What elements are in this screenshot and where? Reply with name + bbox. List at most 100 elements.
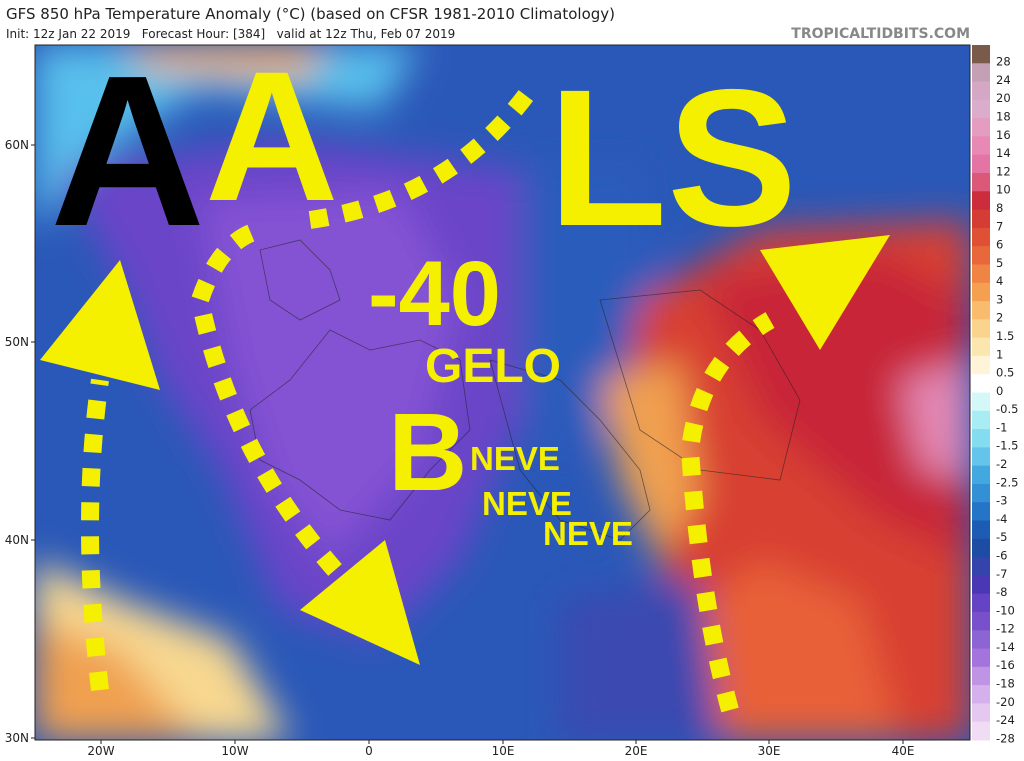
colorbar-swatch [972, 246, 990, 265]
colorbar-swatch [972, 118, 990, 137]
colorbar-label: 16 [996, 128, 1011, 142]
colorbar-swatch [972, 648, 990, 668]
colorbar-swatch [972, 611, 990, 631]
subtitle: Init: 12z Jan 22 2019 Forecast Hour: [38… [6, 27, 455, 41]
colorbar-label: -2 [996, 457, 1007, 471]
colorbar-label: 5 [996, 256, 1003, 270]
colorbar-label: 0 [996, 384, 1003, 398]
colorbar-label: 0.5 [996, 366, 1014, 380]
colorbar-swatch [972, 630, 990, 650]
colorbar-label: 28 [996, 55, 1011, 69]
colorbar-swatch [972, 355, 990, 375]
annotation: NEVE [470, 440, 560, 477]
colorbar-label: -5 [996, 530, 1007, 544]
annotation: LS [548, 49, 797, 267]
colorbar-swatch [972, 557, 990, 576]
colorbar-swatch [972, 209, 990, 229]
colorbar-swatch [972, 319, 990, 339]
colorbar-swatch [972, 337, 990, 357]
colorbar-swatch [972, 63, 990, 83]
colorbar-swatch [972, 81, 990, 101]
colorbar-label: -1 [996, 420, 1007, 434]
colorbar-swatch [972, 173, 990, 192]
annotation: NEVE [543, 515, 633, 552]
axes: 60N 50N 40N 30N 20W 10W 0 10E 20E 30E 40E [5, 44, 971, 758]
annotation: NEVE [482, 485, 572, 522]
colorbar-label: -10 [996, 603, 1015, 617]
colorbar-swatch [972, 45, 990, 64]
colorbar-swatch [972, 301, 990, 320]
annotation: B [388, 391, 467, 514]
lat-label: 30N [5, 731, 29, 745]
colorbar-label: -8 [996, 585, 1007, 599]
colorbar-label: 18 [996, 110, 1011, 124]
lon-label: 0 [365, 744, 373, 757]
lat-label: 50N [5, 335, 29, 349]
title: GFS 850 hPa Temperature Anomaly (°C) (ba… [6, 5, 615, 23]
annotation: A [205, 34, 339, 240]
annotation: -40 [368, 243, 501, 345]
colorbar-label: 3 [996, 292, 1003, 306]
colorbar-label: -12 [996, 622, 1015, 636]
lon-label: 40E [892, 744, 915, 757]
colorbar-label: 8 [996, 201, 1003, 215]
colorbar-label: -0.5 [996, 402, 1018, 416]
colorbar-label: 1.5 [996, 329, 1014, 343]
colorbar-label: 7 [996, 219, 1003, 233]
lon-label: 20E [625, 744, 648, 757]
lon-label: 10E [492, 744, 515, 757]
colorbar-swatch [972, 575, 990, 595]
colorbar-swatch [972, 227, 990, 247]
colorbar-label: 1 [996, 347, 1003, 361]
colorbar-swatch [972, 465, 990, 485]
colorbar-label: -3 [996, 494, 1007, 508]
colorbar-label: -24 [996, 713, 1015, 727]
colorbar-label: -1.5 [996, 439, 1018, 453]
map [35, 45, 970, 740]
site: TROPICALTIDBITS.COM [791, 26, 970, 42]
colorbar-label: -14 [996, 640, 1015, 654]
colorbar-swatch [972, 429, 990, 448]
colorbar-swatch [972, 282, 990, 302]
colorbar: 28 24 20 18 16 14 12 10 8 7 6 5 4 3 2 1.5 1 0.5 0 -0.5 -1 -1.… [972, 45, 1018, 745]
colorbar-label: -6 [996, 548, 1007, 562]
colorbar-swatch [972, 154, 990, 174]
colorbar-label: -2.5 [996, 475, 1018, 489]
colorbar-label: -7 [996, 567, 1007, 581]
colorbar-label: -28 [996, 731, 1015, 745]
colorbar-label: -20 [996, 695, 1015, 709]
colorbar-swatch [972, 593, 990, 613]
lat-label: 60N [5, 138, 29, 152]
colorbar-swatch [972, 666, 990, 686]
lon-label: 10W [221, 744, 248, 757]
colorbar-label: 12 [996, 164, 1011, 178]
colorbar-swatch [972, 703, 990, 723]
colorbar-swatch [972, 264, 990, 284]
colorbar-swatch [972, 502, 990, 522]
lon-label: 20W [87, 744, 114, 757]
colorbar-label: 14 [996, 146, 1011, 160]
colorbar-label: 2 [996, 311, 1003, 325]
colorbar-label: -4 [996, 512, 1007, 526]
colorbar-swatch [972, 721, 990, 741]
colorbar-swatch [972, 520, 990, 540]
colorbar-swatch [972, 99, 990, 119]
colorbar-swatch [972, 191, 990, 211]
colorbar-label: -18 [996, 676, 1015, 690]
colorbar-swatch [972, 374, 990, 393]
lat-label: 40N [5, 533, 29, 547]
colorbar-label: 20 [996, 91, 1011, 105]
colorbar-label: 10 [996, 183, 1011, 197]
colorbar-label: -16 [996, 658, 1015, 672]
colorbar-swatch [972, 447, 990, 467]
colorbar-swatch [972, 538, 990, 558]
colorbar-swatch [972, 685, 990, 704]
annotation: GELO [425, 340, 561, 393]
colorbar-label: 24 [996, 73, 1011, 87]
colorbar-swatch [972, 483, 990, 503]
colorbar-swatch [972, 136, 990, 156]
colorbar-label: 4 [996, 274, 1003, 288]
colorbar-label: 6 [996, 238, 1003, 252]
colorbar-swatch [972, 392, 990, 412]
